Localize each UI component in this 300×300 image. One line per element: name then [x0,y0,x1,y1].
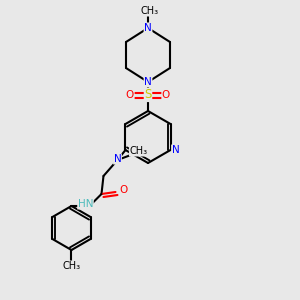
Text: N: N [172,145,179,155]
Text: HN: HN [78,199,93,209]
Text: N: N [144,77,152,87]
Text: CH₃: CH₃ [62,261,80,271]
Text: N: N [114,154,122,164]
Text: O: O [126,90,134,100]
Text: N: N [144,23,152,33]
Text: S: S [144,88,152,101]
Text: CH₃: CH₃ [129,146,148,156]
Text: O: O [119,185,128,195]
Text: CH₃: CH₃ [141,6,159,16]
Text: O: O [162,90,170,100]
